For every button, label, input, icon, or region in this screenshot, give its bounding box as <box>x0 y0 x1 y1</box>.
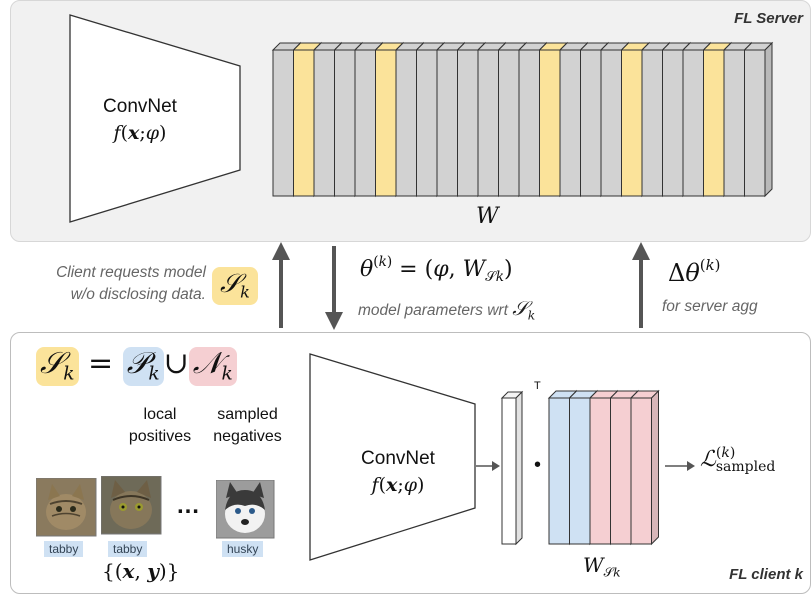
theta-equation: θ(k) = (φ, W𝒮k) <box>360 254 513 285</box>
client-weight-matrix <box>549 391 659 544</box>
flow-arrows <box>0 238 811 338</box>
server-convnet-trapezoid <box>70 15 240 222</box>
server-graphics <box>0 0 811 242</box>
sampled-loss: ℒ (k) sampled <box>700 446 775 474</box>
server-convnet-func: f(x;φ) <box>70 122 210 144</box>
w-sk-label: W𝒮k <box>583 553 621 580</box>
client-convnet-func: f(x;φ) <box>338 474 458 496</box>
server-column-24 <box>745 43 773 196</box>
server-convnet-title: ConvNet <box>70 96 210 118</box>
server-w-label: W <box>476 204 499 229</box>
server-weight-matrix <box>273 43 772 196</box>
feature-vector <box>502 392 522 544</box>
dot-product: • <box>534 454 541 477</box>
agg-caption: for server agg <box>662 298 758 316</box>
client-convnet-title: ConvNet <box>338 448 458 470</box>
delta-theta: Δθ(k) <box>668 256 720 287</box>
client-column-5 <box>631 391 659 544</box>
param-caption: model parameters wrt 𝒮k <box>358 296 535 322</box>
transpose-mark: T <box>534 380 541 392</box>
